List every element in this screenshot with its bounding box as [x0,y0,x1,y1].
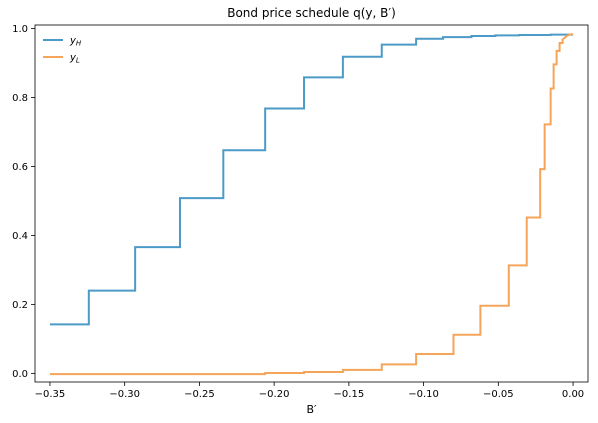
x-tick-label: −0.10 [408,389,439,400]
legend-label: yH [69,36,82,48]
y-tick-label: 0.4 [12,231,28,242]
chart-title: Bond price schedule q(y, B′) [227,6,396,20]
x-axis-label: B′ [306,403,317,416]
x-tick-label: 0.00 [562,389,584,400]
series-line-y-l [49,33,574,376]
y-tick-label: 1.0 [12,24,28,35]
axes: −0.35 −0.30 −0.25 −0.20 −0.15 −0.10 −0.05 0.00 0… [12,24,589,400]
y-tick-label: 0.8 [12,93,28,104]
x-tick-label: −0.25 [184,389,215,400]
plot-area [49,33,574,376]
x-tick-label: −0.20 [259,389,290,400]
y-tick-label: 0.0 [12,369,28,380]
series-line-y-h [49,33,574,326]
x-tick-label: −0.30 [109,389,140,400]
y-tick-label: 0.2 [12,300,28,311]
x-tick-label: −0.35 [35,389,66,400]
legend-label: yL [69,53,80,65]
x-tick-label: −0.15 [334,389,365,400]
y-tick-label: 0.6 [12,162,28,173]
legend: yH yL [43,36,82,65]
axes-frame [34,24,589,383]
x-tick-label: −0.05 [483,389,514,400]
